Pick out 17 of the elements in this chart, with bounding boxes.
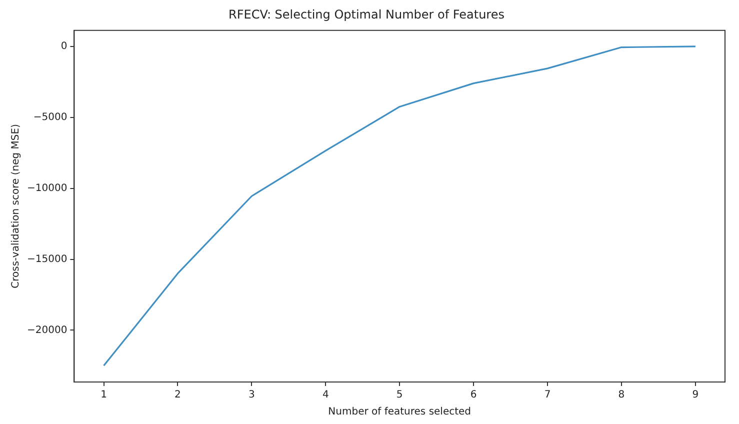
chart-title: RFECV: Selecting Optimal Number of Features bbox=[228, 7, 504, 22]
x-tick-label: 1 bbox=[100, 390, 107, 401]
x-tick-label: 9 bbox=[692, 390, 699, 401]
x-axis-title: Number of features selected bbox=[328, 406, 472, 418]
x-tick-label: 5 bbox=[396, 390, 403, 401]
x-tick-label: 7 bbox=[544, 390, 551, 401]
y-axis-title: Cross-validation score (neg MSE) bbox=[10, 124, 22, 288]
x-tick-label: 8 bbox=[618, 390, 625, 401]
y-tick-label: −15000 bbox=[26, 254, 68, 265]
y-tick-label: −20000 bbox=[26, 324, 68, 336]
x-tick-label: 2 bbox=[174, 390, 181, 401]
y-tick-label: −5000 bbox=[33, 112, 68, 123]
x-tick-label: 6 bbox=[470, 390, 477, 401]
x-tick-label: 3 bbox=[248, 390, 255, 401]
y-tick-label: 0 bbox=[60, 41, 68, 52]
y-tick-label: −10000 bbox=[26, 182, 68, 194]
x-tick-label: 4 bbox=[322, 390, 329, 401]
